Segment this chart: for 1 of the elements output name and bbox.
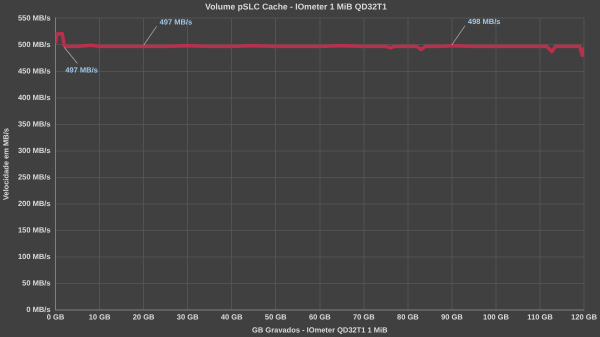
chart-title: Volume pSLC Cache - IOmeter 1 MiB QD32T1	[205, 1, 388, 12]
